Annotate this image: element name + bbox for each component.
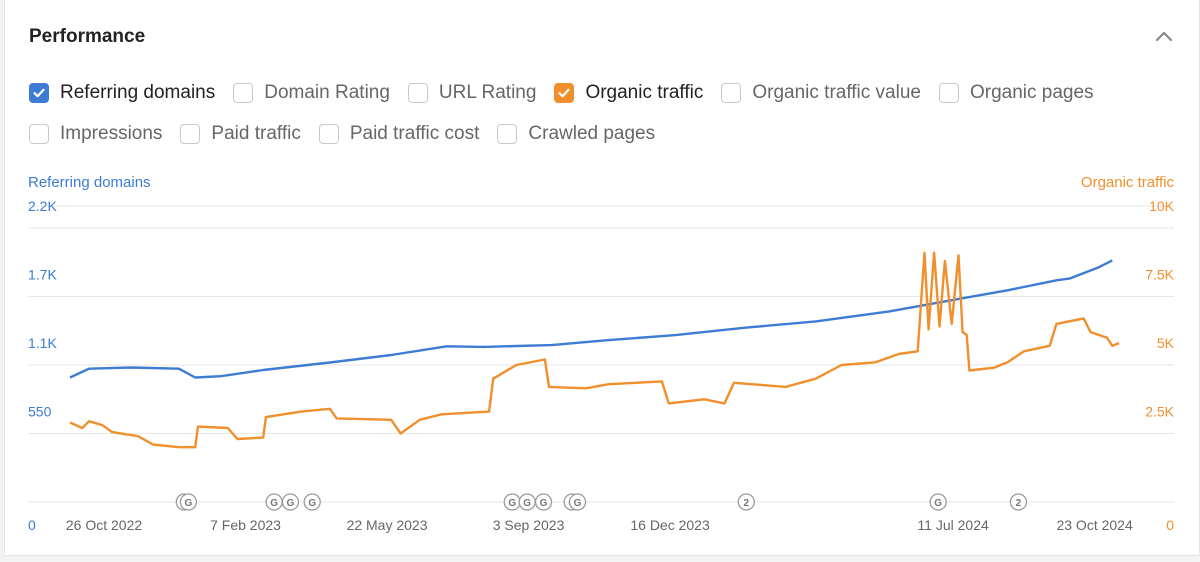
metric-label: Organic pages <box>969 82 1094 103</box>
metrics-row-1: Referring domains Domain Rating URL Rati… <box>29 82 1112 104</box>
left-tick-label: 1.7K <box>28 267 57 283</box>
google-update-marker[interactable]: G <box>503 493 521 511</box>
marker-label: G <box>523 498 531 509</box>
metric-label: URL Rating <box>438 82 537 103</box>
marker-label: G <box>308 498 316 509</box>
right-tick-label: 2.5K <box>1145 404 1174 420</box>
google-update-marker[interactable]: G <box>929 493 947 511</box>
left-axis-title: Referring domains <box>28 174 151 191</box>
marker-circle <box>179 493 198 511</box>
metric-label: Impressions <box>60 123 163 144</box>
google-update-marker[interactable]: G <box>281 493 300 511</box>
left-tick-label: 0 <box>28 517 36 533</box>
marker-label: G <box>270 498 278 509</box>
right-tick-label: 10K <box>1149 198 1175 214</box>
x-tick-label: 26 Oct 2022 <box>66 517 142 533</box>
metric-crawled-pages[interactable]: Crawled pages <box>497 123 655 145</box>
checkbox-unchecked-icon[interactable] <box>721 83 742 103</box>
marker-label: 2 <box>743 498 749 509</box>
metric-paid-traffic[interactable]: Paid traffic <box>180 123 301 145</box>
checkbox-checked-icon[interactable] <box>29 83 49 103</box>
metric-label: Paid traffic cost <box>349 123 480 144</box>
metric-label: Organic traffic <box>585 82 704 103</box>
checkbox-unchecked-icon[interactable] <box>938 83 959 103</box>
left-tick-label: 2.2K <box>28 198 57 214</box>
metric-label: Crawled pages <box>528 123 656 144</box>
marker-label: G <box>574 498 582 509</box>
annotation-count-marker[interactable]: 2 <box>1009 493 1028 511</box>
metrics-row-2: Impressions Paid traffic Paid traffic co… <box>29 123 673 145</box>
x-tick-label: 16 Dec 2023 <box>630 517 710 533</box>
marker-circle <box>1009 493 1028 511</box>
marker-circle <box>929 493 947 511</box>
metric-organic-traffic[interactable]: Organic traffic <box>554 82 703 104</box>
google-update-marker[interactable]: G <box>303 493 321 511</box>
metric-label: Domain Rating <box>264 82 390 103</box>
marker-label: G <box>540 498 548 509</box>
marker-circle <box>281 493 300 511</box>
right-tick-label: 7.5K <box>1145 267 1174 283</box>
marker-circle <box>534 493 553 511</box>
x-tick-label: 22 May 2023 <box>347 517 428 533</box>
panel-title: Performance <box>29 26 146 47</box>
checkbox-unchecked-icon[interactable] <box>497 124 518 144</box>
annotation-count-marker[interactable]: 2 <box>737 493 755 511</box>
metric-organic-traffic-value[interactable]: Organic traffic value <box>721 82 921 104</box>
marker-label: G <box>184 498 192 509</box>
marker-circle <box>303 493 321 511</box>
left-tick-label: 1.1K <box>28 335 57 351</box>
checkbox-checked-icon[interactable] <box>554 83 575 103</box>
collapse-chevron-icon[interactable] <box>1153 26 1175 48</box>
right-tick-label: 0 <box>1166 517 1174 533</box>
google-update-marker[interactable]: G <box>568 493 587 511</box>
right-axis-title: Organic traffic <box>1081 174 1175 191</box>
marker-circle <box>737 493 755 511</box>
marker-label: 2 <box>1016 498 1022 509</box>
metric-organic-pages[interactable]: Organic pages <box>938 82 1094 104</box>
marker-label: G <box>287 498 295 509</box>
metric-label: Referring domains <box>60 82 216 103</box>
checkbox-unchecked-icon[interactable] <box>318 124 339 144</box>
metric-referring-domains[interactable]: Referring domains <box>29 82 215 104</box>
marker-label: G <box>934 498 942 509</box>
checkbox-unchecked-icon[interactable] <box>180 124 201 144</box>
metric-url-rating[interactable]: URL Rating <box>407 82 537 104</box>
left-tick-label: 550 <box>28 404 52 420</box>
google-update-marker[interactable]: G <box>534 493 553 511</box>
marker-circle <box>568 493 587 511</box>
google-update-marker[interactable]: G <box>518 493 536 511</box>
series-organic-traffic-line <box>69 251 1120 449</box>
right-tick-label: 5K <box>1157 335 1175 351</box>
metric-impressions[interactable]: Impressions <box>29 123 162 145</box>
performance-panel: Performance Referring domains Domain Rat… <box>4 0 1200 556</box>
series-referring-domains-line <box>69 259 1113 379</box>
checkbox-unchecked-icon[interactable] <box>29 124 49 144</box>
metric-domain-rating[interactable]: Domain Rating <box>233 82 390 104</box>
marker-label: G <box>508 498 516 509</box>
metric-label: Paid traffic <box>211 123 301 144</box>
x-tick-label: 23 Oct 2024 <box>1056 517 1132 533</box>
checkbox-unchecked-icon[interactable] <box>233 83 254 103</box>
metric-paid-traffic-cost[interactable]: Paid traffic cost <box>318 123 480 145</box>
x-tick-label: 7 Feb 2023 <box>210 517 281 533</box>
x-tick-label: 3 Sep 2023 <box>493 517 565 533</box>
checkbox-unchecked-icon[interactable] <box>407 83 428 103</box>
metric-label: Organic traffic value <box>752 82 921 103</box>
google-update-marker[interactable]: G <box>265 493 283 511</box>
x-tick-label: 11 Jul 2024 <box>917 517 989 533</box>
google-update-marker[interactable]: G <box>179 493 198 511</box>
